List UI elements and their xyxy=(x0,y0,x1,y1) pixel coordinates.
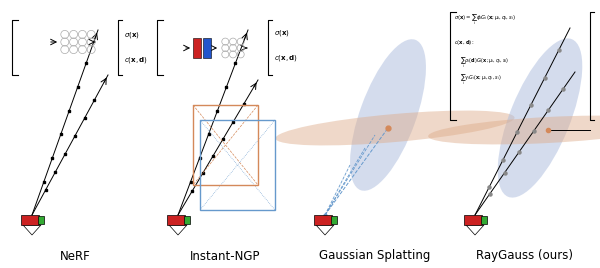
Bar xyxy=(21,215,39,225)
Text: $\sigma(\mathbf{x})$: $\sigma(\mathbf{x})$ xyxy=(274,28,290,38)
Bar xyxy=(464,215,482,225)
Text: $\sum_i \gamma_i G_i(\mathbf{x}; \mu_i, q_i, s_i)$: $\sum_i \gamma_i G_i(\mathbf{x}; \mu_i, … xyxy=(460,72,502,87)
Bar xyxy=(167,215,185,225)
Bar xyxy=(314,215,332,225)
Text: $c(\mathbf{x}, \mathbf{d}):$: $c(\mathbf{x}, \mathbf{d}):$ xyxy=(454,38,475,47)
Text: NeRF: NeRF xyxy=(59,250,91,262)
Text: Instant-NGP: Instant-NGP xyxy=(190,250,260,262)
Bar xyxy=(481,216,487,224)
Bar xyxy=(331,216,337,224)
Text: $\sum_i \rho_i(\mathbf{d}) G_i(\mathbf{x}; \mu_i, q_i, s_i)$: $\sum_i \rho_i(\mathbf{d}) G_i(\mathbf{x… xyxy=(460,55,509,70)
Ellipse shape xyxy=(275,111,515,146)
Bar xyxy=(193,105,258,185)
Text: RayGauss (ours): RayGauss (ours) xyxy=(476,250,574,262)
Ellipse shape xyxy=(428,116,600,144)
Bar xyxy=(200,120,275,210)
Text: Gaussian Splatting: Gaussian Splatting xyxy=(319,250,431,262)
Text: $c(\mathbf{x}, \mathbf{d})$: $c(\mathbf{x}, \mathbf{d})$ xyxy=(274,53,298,63)
Bar xyxy=(203,38,211,58)
Bar xyxy=(193,38,201,58)
Bar xyxy=(38,216,44,224)
Text: $\sigma(\mathbf{x}) = \sum_i \phi_i G_i(\mathbf{x}; \mu_i, q_i, s_i)$: $\sigma(\mathbf{x}) = \sum_i \phi_i G_i(… xyxy=(454,12,516,27)
Bar xyxy=(184,216,190,224)
Text: $\sigma(\mathbf{x})$: $\sigma(\mathbf{x})$ xyxy=(124,30,140,40)
Ellipse shape xyxy=(498,38,582,198)
Ellipse shape xyxy=(350,39,426,191)
Text: $c(\mathbf{x}, \mathbf{d})$: $c(\mathbf{x}, \mathbf{d})$ xyxy=(124,55,148,65)
